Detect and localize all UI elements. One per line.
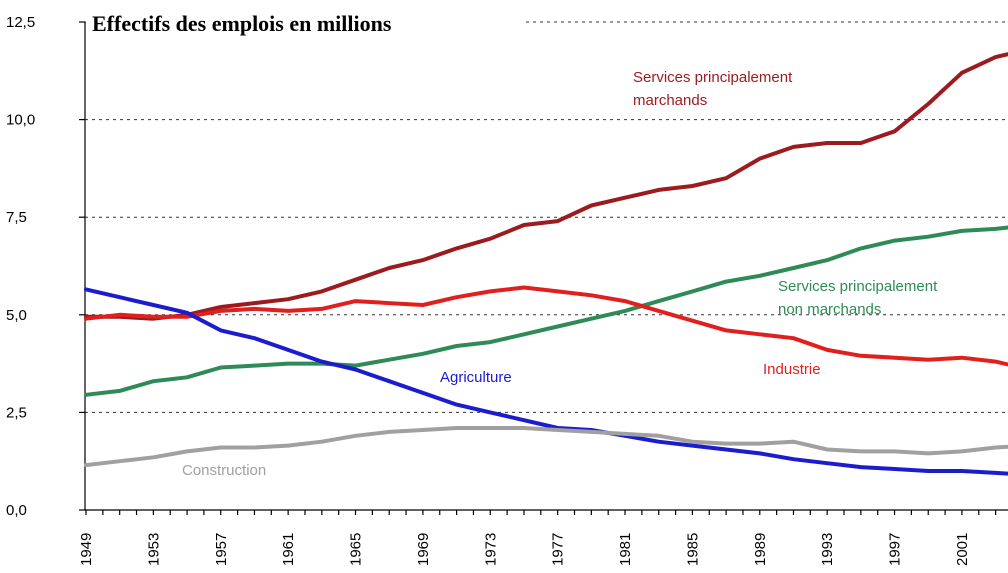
x-tick-label: 1993	[819, 533, 836, 566]
series-line-construction	[84, 426, 1008, 468]
chart-title: Effectifs des emplois en millions	[92, 11, 392, 36]
series-label-services-principalement-marchands: Services principalement	[633, 69, 793, 86]
y-tick-label: 12,5	[6, 14, 35, 31]
x-tick-label: 1961	[280, 533, 297, 566]
x-tick-label: 1965	[348, 533, 365, 566]
series-label-construction: Construction	[182, 462, 266, 479]
x-tick-label: 1997	[887, 533, 904, 566]
series-lines	[84, 52, 1008, 476]
x-tick-label: 1949	[78, 533, 95, 566]
x-tick-label: 1953	[145, 533, 162, 566]
y-tick-label: 0,0	[6, 502, 27, 519]
series-label-services-principalement-marchands: marchands	[633, 92, 707, 109]
x-tick-label: 1957	[213, 533, 230, 566]
series-line-industrie	[84, 285, 1008, 367]
series-label-industrie: Industrie	[763, 361, 821, 378]
axes	[84, 22, 1008, 511]
y-tick-labels: 0,0 2,5 5,0 7,5 10,0 12,5	[6, 14, 85, 519]
series-line-services-principalement-marchands	[84, 52, 1008, 321]
y-tick-label: 7,5	[6, 209, 27, 226]
x-tick-label: 1977	[550, 533, 567, 566]
x-tick-labels: 1949 1953 1957 1961 1965 1969 1973 1977 1981 1985…	[78, 510, 997, 566]
y-tick-label: 5,0	[6, 307, 27, 324]
x-tick-label: 1981	[617, 533, 634, 566]
y-tick-label: 10,0	[6, 112, 35, 129]
x-tick-label: 2001	[954, 533, 971, 566]
x-tick-label: 1985	[684, 533, 701, 566]
x-tick-label: 1973	[482, 533, 499, 566]
series-label-services-principalement-non-marchands: Services principalement	[778, 278, 938, 295]
title-backdrop	[86, 6, 522, 38]
y-tick-label: 2,5	[6, 404, 27, 421]
gridlines	[85, 21, 1008, 413]
series-label-services-principalement-non-marchands: non marchands	[778, 301, 881, 318]
x-tick-label: 1969	[415, 533, 432, 566]
series-labels: Services principalement marchands Services…	[182, 69, 938, 479]
series-label-agriculture: Agriculture	[440, 369, 512, 386]
x-tick-label: 1989	[752, 533, 769, 566]
series-line-services-principalement-non-marchands	[84, 225, 1008, 397]
